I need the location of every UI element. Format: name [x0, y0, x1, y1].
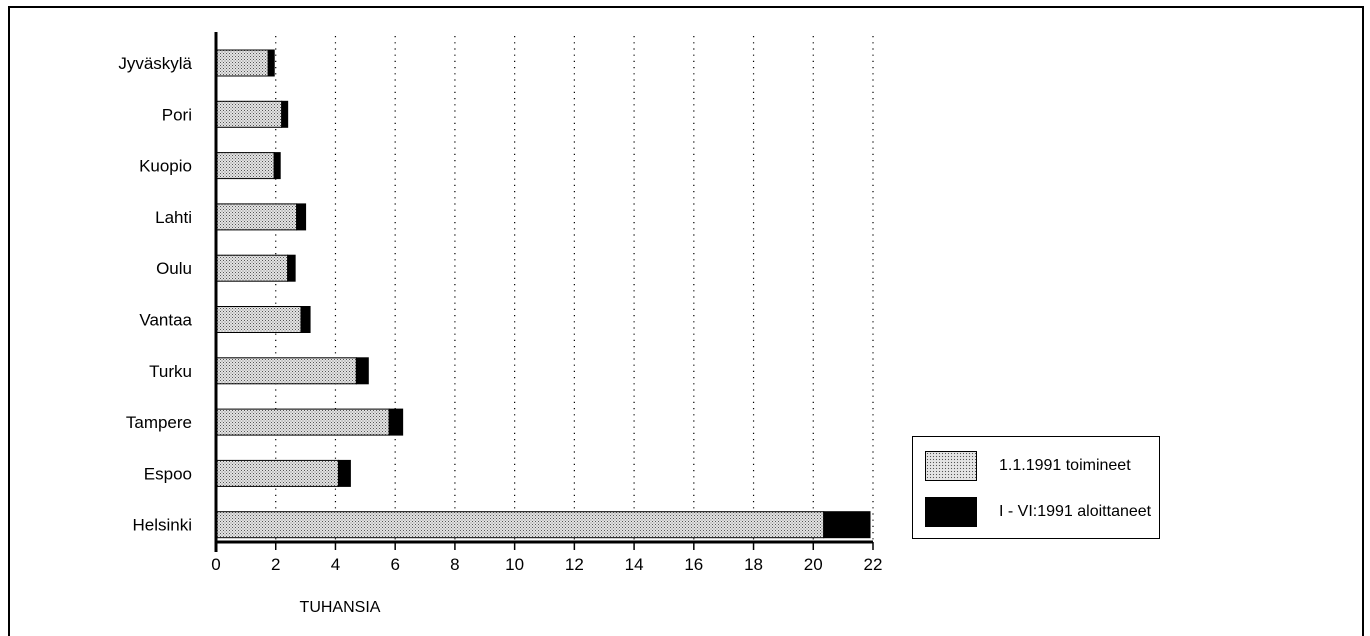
- category-label: Oulu: [156, 259, 192, 278]
- bar-segment-toimineet: [215, 254, 289, 282]
- x-tick-label: 2: [271, 555, 280, 574]
- bar-segment-aloittaneet: [300, 306, 311, 333]
- legend-swatch-dotted: [925, 451, 977, 481]
- x-tick-label: 20: [804, 555, 823, 574]
- legend-item-toimineet: 1.1.1991 toimineet: [925, 449, 1131, 483]
- bar-segment-aloittaneet: [296, 203, 307, 231]
- x-tick-label: 16: [684, 555, 703, 574]
- bar-segment-aloittaneet: [273, 152, 281, 180]
- bar-segment-aloittaneet: [823, 511, 871, 539]
- bar-segment-toimineet: [215, 357, 357, 385]
- grid-lines: [275, 36, 874, 542]
- legend-item-aloittaneet: I - VI:1991 aloittaneet: [925, 495, 1151, 529]
- bar-segment-aloittaneet: [287, 254, 296, 282]
- x-tick-label: 8: [450, 555, 459, 574]
- bar-segment-toimineet: [215, 306, 302, 333]
- x-tick-label: 4: [331, 555, 340, 574]
- bar-segment-aloittaneet: [267, 49, 275, 77]
- legend-swatch-solid: [925, 497, 977, 527]
- axes-group: [214, 32, 874, 552]
- legend-label-toimineet: 1.1.1991 toimineet: [999, 457, 1131, 474]
- chart-frame: Jyväskylä Pori Kuopio Lahti Oulu Vantaa Turku T…: [8, 6, 1364, 636]
- bar-segment-aloittaneet: [281, 100, 289, 128]
- bar-segment-toimineet: [215, 459, 339, 487]
- bar-segment-toimineet: [215, 100, 283, 128]
- bar-segment-toimineet: [215, 49, 269, 77]
- legend: 1.1.1991 toimineet I - VI:1991 aloittane…: [912, 436, 1160, 539]
- category-label: Jyväskylä: [118, 54, 192, 73]
- category-label: Helsinki: [132, 516, 192, 535]
- bars-group: [215, 49, 871, 539]
- x-axis-title: TUHANSIA: [300, 599, 381, 616]
- category-label: Tampere: [126, 413, 192, 432]
- x-tick-label: 14: [625, 555, 644, 574]
- category-label: Pori: [162, 105, 192, 124]
- category-label: Espoo: [144, 464, 192, 483]
- bar-segment-aloittaneet: [355, 357, 369, 385]
- category-label: Kuopio: [139, 157, 192, 176]
- legend-label-aloittaneet: I - VI:1991 aloittaneet: [999, 503, 1152, 520]
- bar-segment-aloittaneet: [337, 459, 351, 487]
- category-label: Turku: [149, 362, 192, 381]
- x-tick-label: 6: [390, 555, 399, 574]
- x-tick-label: 12: [565, 555, 584, 574]
- bar-segment-toimineet: [215, 203, 298, 231]
- labels-group: Jyväskylä Pori Kuopio Lahti Oulu Vantaa Turku T…: [118, 54, 882, 574]
- bar-chart: Jyväskylä Pori Kuopio Lahti Oulu Vantaa Turku T…: [118, 32, 882, 616]
- category-label: Lahti: [155, 208, 192, 227]
- bar-segment-toimineet: [215, 152, 275, 180]
- x-tick-label: 10: [505, 555, 524, 574]
- bar-segment-aloittaneet: [388, 408, 404, 436]
- x-tick-label: 18: [744, 555, 763, 574]
- bar-segment-toimineet: [215, 511, 825, 539]
- x-tick-label: 22: [864, 555, 883, 574]
- bar-segment-toimineet: [215, 408, 390, 436]
- category-label: Vantaa: [139, 311, 192, 330]
- x-tick-label: 0: [211, 555, 220, 574]
